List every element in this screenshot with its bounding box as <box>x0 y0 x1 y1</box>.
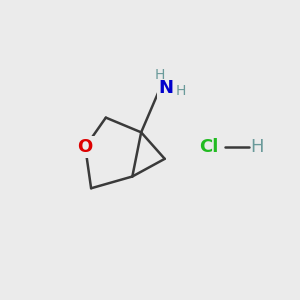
Text: O: O <box>78 138 93 156</box>
Text: N: N <box>159 79 174 97</box>
Text: H: H <box>251 138 264 156</box>
Text: H: H <box>176 84 186 98</box>
Text: Cl: Cl <box>199 138 219 156</box>
Text: H: H <box>155 68 166 82</box>
